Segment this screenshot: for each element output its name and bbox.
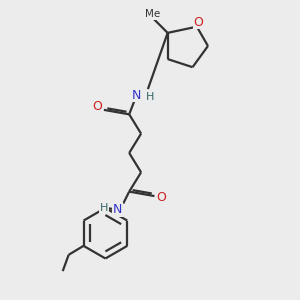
Text: O: O [92,100,102,113]
Text: N: N [112,203,122,216]
Text: N: N [132,88,141,101]
Text: H: H [146,92,154,101]
Text: O: O [156,191,166,204]
Text: H: H [100,203,108,213]
Text: O: O [194,16,203,29]
Text: Me: Me [145,9,160,19]
